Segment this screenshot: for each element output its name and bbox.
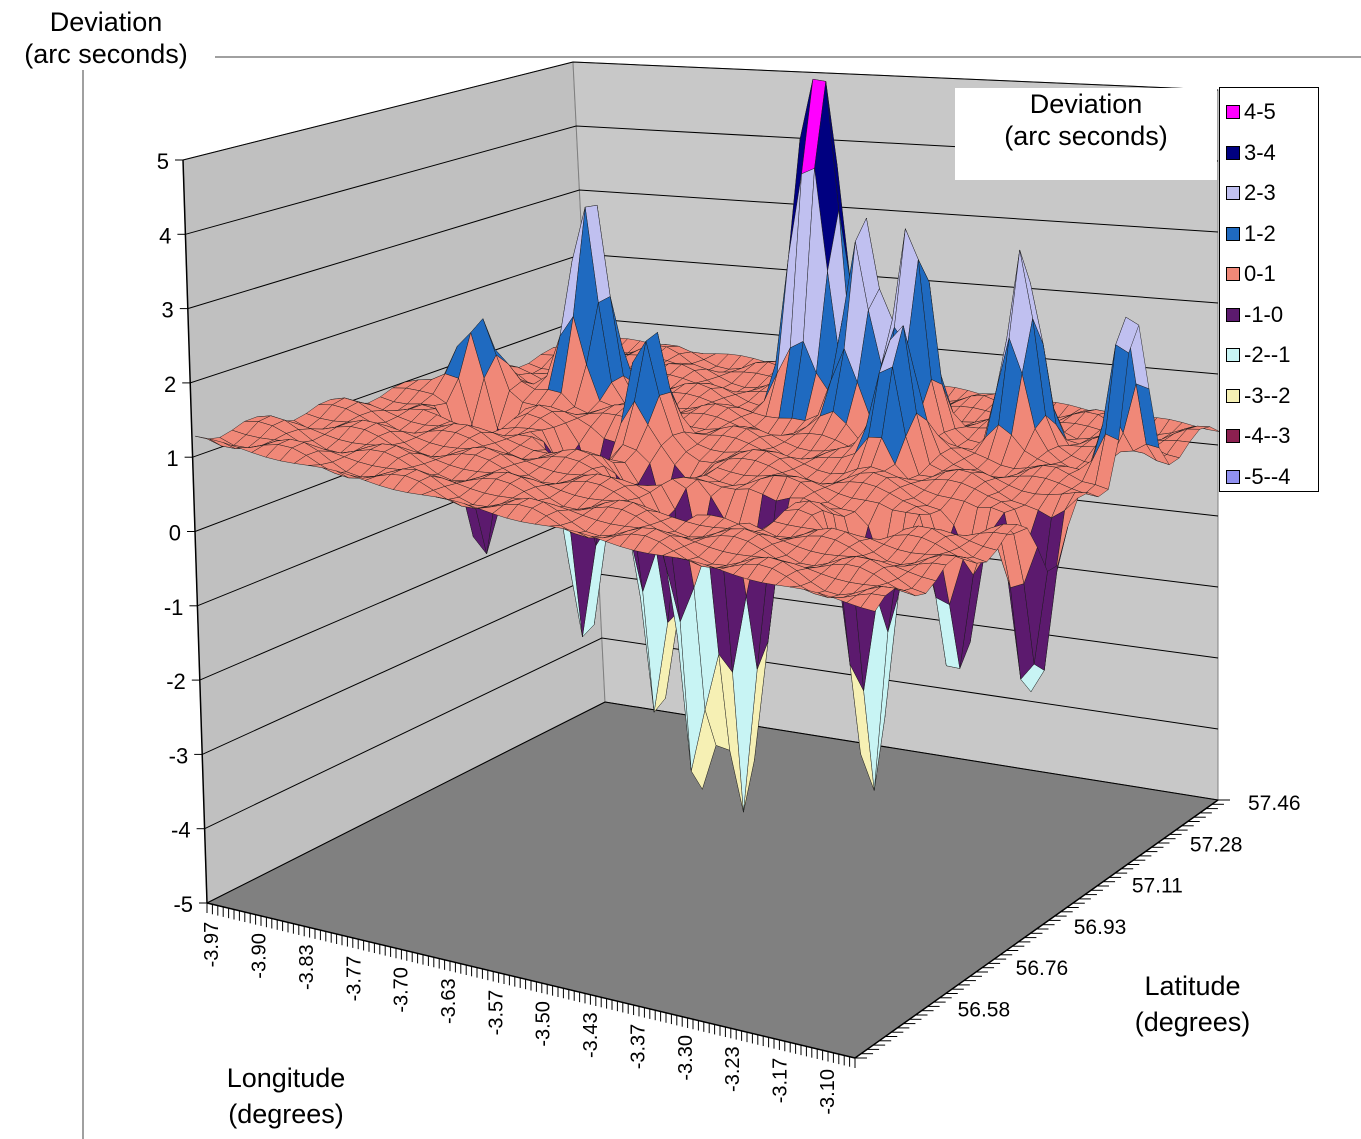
legend-label: 1-2: [1244, 220, 1276, 246]
x-axis-label-line-1: Longitude: [226, 1063, 346, 1093]
z-tick-label: -2: [166, 669, 186, 694]
z-axis: 5 4 3 2 1 0 -1 -2 -3 -4 -5: [157, 149, 208, 917]
y-tick-label: 56.76: [1016, 957, 1069, 980]
y-tick-label: 56.58: [958, 998, 1011, 1021]
z-axis-label: Deviation (arc seconds): [955, 88, 1217, 180]
legend-label: 0-1: [1244, 261, 1276, 287]
z-tick-label: 5: [157, 149, 169, 174]
legend-swatch: [1226, 145, 1240, 160]
z-tick-label: 4: [159, 223, 171, 248]
y-tick-label: 57.11: [1132, 875, 1183, 898]
y-axis-label: Latitude (degrees): [1100, 968, 1285, 1040]
x-tick-label: -3.70: [391, 967, 413, 1013]
legend-item: 2-3: [1226, 173, 1318, 214]
legend: 4-5 3-4 2-3 1-2 0-1 -1-0 -2--1 -3--2 -4--3 -5--4: [1219, 87, 1319, 492]
legend-item: 3-4: [1226, 133, 1318, 174]
y-axis-label-line-1: Latitude: [1144, 971, 1241, 1001]
y-tick-label: 57.28: [1190, 833, 1243, 856]
legend-label: -2--1: [1244, 342, 1291, 368]
legend-swatch: [1226, 348, 1240, 363]
z-tick-label: -5: [173, 892, 193, 917]
x-tick-label: -3.43: [580, 1012, 602, 1058]
z-axis-label-line-2: (arc seconds): [1004, 121, 1168, 151]
x-tick-label: -3.90: [249, 933, 271, 979]
legend-label: -3--2: [1244, 382, 1291, 408]
z-tick-label: 0: [169, 521, 181, 546]
legend-item: 0-1: [1226, 254, 1318, 295]
y-tick-label: 57.46: [1248, 792, 1301, 815]
x-tick-label: -3.63: [438, 978, 460, 1024]
x-axis-label-line-2: (degrees): [228, 1099, 344, 1129]
legend-label: 2-3: [1244, 180, 1276, 206]
surface: [194, 78, 1221, 813]
legend-item: 4-5: [1226, 92, 1318, 133]
y-axis-label-line-2: (degrees): [1134, 1007, 1251, 1037]
legend-swatch: [1226, 105, 1240, 120]
x-tick-label: -3.30: [675, 1035, 697, 1081]
z-tick-label: 2: [164, 372, 176, 397]
x-tick-label: -3.37: [627, 1024, 649, 1070]
legend-label: -4--3: [1244, 423, 1291, 449]
legend-swatch: [1226, 186, 1240, 201]
legend-item: -3--2: [1226, 376, 1318, 417]
legend-item: -4--3: [1226, 416, 1318, 457]
legend-item: -2--1: [1226, 335, 1318, 376]
x-tick-label: -3.50: [533, 1001, 555, 1047]
x-tick-label: -3.57: [485, 990, 507, 1036]
title-line-2: (arc seconds): [24, 39, 188, 69]
legend-item: -5--4: [1226, 457, 1318, 498]
y-tick-label: 56.93: [1074, 916, 1127, 939]
x-tick-label: -3.83: [296, 944, 318, 990]
legend-swatch: [1226, 226, 1240, 241]
x-axis-label: Longitude (degrees): [186, 1060, 386, 1132]
z-tick-label: -3: [169, 743, 189, 768]
legend-swatch: [1226, 429, 1240, 444]
legend-item: -1-0: [1226, 295, 1318, 336]
gridline: [206, 701, 1219, 904]
z-tick-label: 3: [162, 298, 174, 323]
gridline: [204, 637, 1219, 830]
z-tick-label: 1: [166, 446, 178, 471]
x-tick-label: -3.17: [769, 1058, 791, 1104]
gridline: [182, 61, 1219, 161]
z-tick-label: -4: [171, 818, 191, 843]
legend-item: 1-2: [1226, 214, 1318, 255]
x-tick-label: -3.23: [722, 1046, 744, 1092]
legend-swatch: [1226, 469, 1240, 484]
gridline: [187, 189, 1219, 310]
x-axis: -3.97 -3.90 -3.83 -3.77 -3.70 -3.63 -3.57 -3.50…: [201, 902, 856, 1115]
legend-swatch: [1226, 267, 1240, 282]
chart-title-outer: Deviation (arc seconds): [0, 6, 212, 70]
legend-swatch: [1226, 307, 1240, 322]
legend-swatch: [1226, 388, 1240, 403]
z-axis-line: [182, 159, 208, 904]
x-tick-label: -3.77: [343, 956, 365, 1002]
legend-label: 3-4: [1244, 139, 1276, 165]
surface-cell: [860, 593, 886, 612]
title-line-1: Deviation: [49, 7, 163, 37]
x-tick-label: -3.10: [817, 1069, 839, 1115]
legend-label: -5--4: [1244, 463, 1291, 489]
z-tick-label: -1: [164, 595, 184, 620]
legend-label: -1-0: [1244, 301, 1284, 327]
z-axis-label-line-1: Deviation: [1029, 89, 1143, 119]
legend-label: 4-5: [1244, 99, 1276, 125]
x-tick-label: -3.97: [201, 922, 223, 968]
